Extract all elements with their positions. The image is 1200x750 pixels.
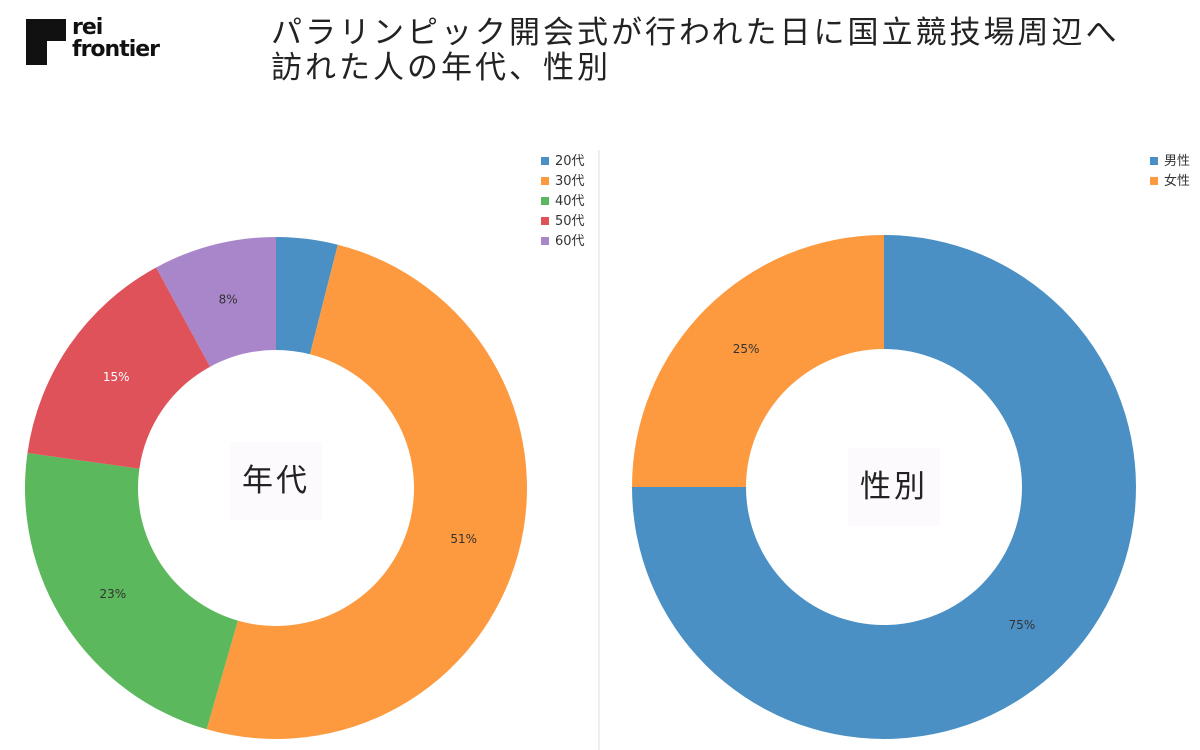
data-label-女性: 25%: [733, 342, 760, 356]
gender-legend: 男性 女性: [1150, 152, 1190, 192]
gender-donut-svg: 75% 25%: [632, 235, 1136, 739]
legend-swatch: [541, 236, 549, 245]
slice-20代: [276, 237, 338, 355]
logo-wordmark: rei frontier: [72, 15, 160, 62]
legend-item-40代[interactable]: 40代: [541, 192, 585, 212]
legend-label: 60代: [555, 234, 585, 249]
data-label-30代: 51%: [450, 532, 477, 546]
legend-swatch: [541, 176, 549, 185]
slice-女性: [632, 235, 884, 487]
legend-item-20代[interactable]: 20代: [541, 152, 585, 172]
age-donut-chart: 51% 23% 15% 8% 年代 20代 30代 40代 50代 60代: [0, 140, 598, 750]
slice-60代: [156, 237, 276, 367]
gender-center-label: 性別: [848, 448, 940, 526]
brand-logo: rei frontier: [26, 15, 166, 67]
logo-line-1: rei: [72, 15, 103, 40]
age-donut-svg: 51% 23% 15% 8%: [24, 237, 527, 739]
age-legend: 20代 30代 40代 50代 60代: [541, 152, 585, 252]
title-line-1: パラリンピック開会式が行われた日に国立競技場周辺へ: [271, 15, 1120, 51]
data-label-50代: 15%: [103, 370, 130, 384]
legend-label: 女性: [1164, 174, 1191, 189]
legend-label: 20代: [555, 154, 585, 169]
legend-label: 男性: [1164, 154, 1191, 169]
legend-item-男性[interactable]: 男性: [1150, 152, 1190, 172]
legend-swatch: [541, 196, 549, 205]
legend-item-50代[interactable]: 50代: [541, 212, 585, 232]
logo-line-2: frontier: [72, 37, 160, 62]
slice-30代: [206, 244, 527, 739]
legend-swatch: [1150, 156, 1158, 165]
legend-item-60代[interactable]: 60代: [541, 232, 585, 252]
data-label-40代: 23%: [99, 587, 126, 601]
legend-label: 30代: [555, 174, 585, 189]
legend-label: 40代: [555, 194, 585, 209]
legend-swatch: [541, 156, 549, 165]
legend-label: 50代: [555, 214, 585, 229]
data-label-男性: 75%: [1009, 618, 1036, 632]
logo-mark-icon: [26, 19, 66, 65]
age-center-label: 年代: [230, 442, 322, 520]
legend-item-女性[interactable]: 女性: [1150, 172, 1190, 192]
chart-divider: [598, 150, 600, 750]
legend-item-30代[interactable]: 30代: [541, 172, 585, 192]
gender-donut-chart: 75% 25% 性別 男性女性: [600, 140, 1200, 750]
slice-40代: [24, 452, 238, 730]
title-line-2: 訪れた人の年代、性別: [271, 50, 611, 86]
legend-swatch: [541, 216, 549, 225]
slice-50代: [27, 267, 211, 469]
data-label-60代: 8%: [219, 292, 238, 306]
legend-swatch: [1150, 176, 1158, 185]
slice-男性: [632, 235, 1136, 739]
page-title: パラリンピック開会式が行われた日に国立競技場周辺へ 訪れた人の年代、性別: [271, 16, 1171, 86]
